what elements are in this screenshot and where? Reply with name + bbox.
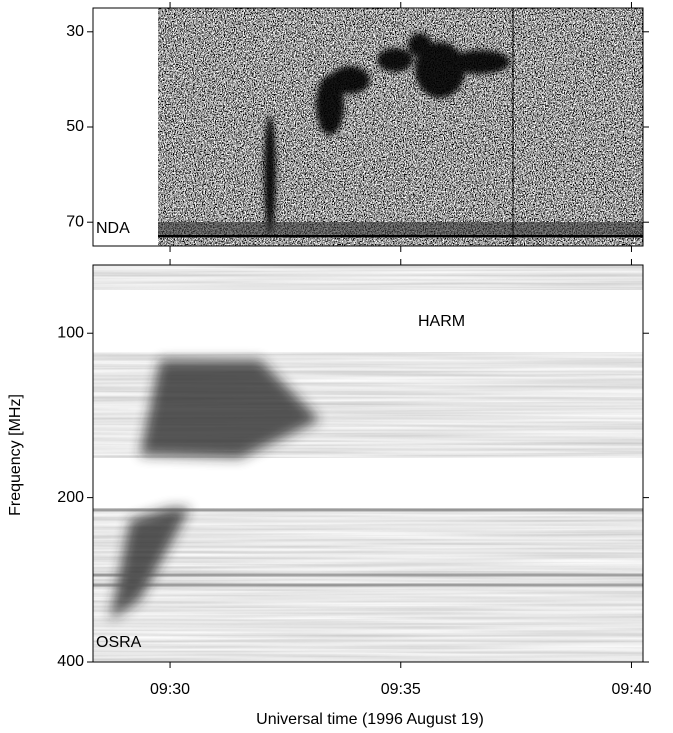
x-axis-label: Universal time (1996 August 19) xyxy=(256,711,484,728)
y-tick-label: 400 xyxy=(57,653,84,670)
y-tick-label: 30 xyxy=(66,23,84,40)
y-tick-label: 200 xyxy=(57,489,84,506)
annotation: HARM xyxy=(418,313,465,330)
osra-spectrum xyxy=(93,265,643,662)
panel-label: NDA xyxy=(96,220,130,237)
panel-label: OSRA xyxy=(96,634,142,651)
y-tick-label: 50 xyxy=(66,118,84,135)
x-tick-label: 09:30 xyxy=(150,681,190,698)
x-tick-label: 09:35 xyxy=(381,681,421,698)
panel-frame xyxy=(92,264,644,663)
y-tick-label: 70 xyxy=(66,213,84,230)
x-tick-label: 09:40 xyxy=(611,681,651,698)
y-axis-label: Frequency [MHz] xyxy=(7,394,24,516)
nda-spectrum xyxy=(158,8,643,246)
y-tick-label: 100 xyxy=(57,324,84,341)
